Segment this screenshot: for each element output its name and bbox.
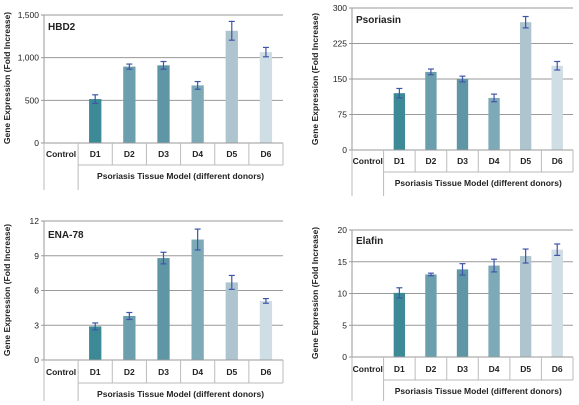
- x-tick-label: D6: [552, 156, 563, 166]
- bar-d5: [519, 22, 532, 151]
- y-tick-label: 3: [34, 320, 39, 330]
- x-tick-label: D1: [394, 156, 405, 166]
- chart-panel-3: 0 3 6 9 12 Control D1 D2 D3 D4 D5 D6 Psoriasis Tissu…: [2, 216, 284, 401]
- x-tick-label: Control: [46, 367, 76, 377]
- bar-d6: [551, 249, 563, 357]
- x-tick-label: D5: [226, 367, 237, 377]
- x-tick-label: D1: [394, 364, 405, 374]
- chart-panel-4: 0 5 10 15 20 Control D1 D2 D3 D4 D5 D6 Psoriasis Tis…: [310, 225, 574, 401]
- bar-d2: [123, 66, 136, 143]
- x-tick-label: D4: [192, 149, 203, 159]
- bar-d5: [225, 30, 238, 143]
- bar-d6: [551, 65, 563, 150]
- chart-title: Elafin: [356, 236, 383, 247]
- bar-d1: [393, 292, 406, 357]
- chart-title: Psoriasin: [356, 15, 401, 26]
- bar-d6: [259, 52, 273, 144]
- x-tick-label: D2: [425, 156, 436, 166]
- y-axis-label: Gene Expression (Fold Increase): [2, 12, 12, 144]
- chart-title: HBD2: [48, 22, 76, 33]
- y-tick-label: 12: [30, 216, 40, 226]
- bar-d4: [191, 239, 204, 360]
- x-tick-label: D4: [489, 156, 500, 166]
- x-tick-label: D3: [457, 364, 468, 374]
- y-axis-label: Gene Expression (Fold Increase): [2, 224, 12, 356]
- x-tick-label: D5: [520, 156, 531, 166]
- y-tick-label: 300: [333, 3, 347, 13]
- bar-d3: [456, 269, 469, 357]
- y-tick-label: 150: [333, 74, 347, 84]
- x-tick-label: D3: [158, 367, 169, 377]
- x-tick-label: D4: [489, 364, 500, 374]
- x-tick-label: D4: [192, 367, 203, 377]
- x-tick-label: D6: [260, 367, 271, 377]
- y-tick-label: 0: [342, 145, 347, 155]
- y-axis-label: Gene Expression (Fold Increase): [310, 227, 320, 359]
- x-tick-label: Control: [353, 156, 383, 166]
- bar-d6: [259, 300, 273, 360]
- bar-d5: [519, 256, 532, 357]
- bar-d3: [157, 258, 170, 360]
- bar-d4: [488, 265, 500, 357]
- y-tick-label: 1,500: [18, 10, 40, 20]
- bar-d4: [191, 85, 204, 143]
- chart-panel-1: 0 500 1,000 1,500 Control D1 D2 D3 D4 D5 D6 Psorias…: [2, 10, 284, 190]
- y-tick-label: 15: [338, 257, 348, 267]
- bar-d3: [456, 79, 469, 150]
- bar-d1: [393, 93, 406, 150]
- bar-d1: [89, 326, 102, 360]
- bar-d3: [157, 65, 170, 143]
- y-tick-label: 5: [342, 320, 347, 330]
- x-axis-label: Psoriasis Tissue Model (different donors…: [395, 178, 562, 188]
- x-tick-label: D3: [158, 149, 169, 159]
- x-tick-label: D6: [552, 364, 563, 374]
- x-axis-label: Psoriasis Tissue Model (different donors…: [97, 171, 264, 181]
- x-tick-label: D5: [520, 364, 531, 374]
- x-tick-label: D2: [124, 367, 135, 377]
- y-axis-label: Gene Expression (Fold Increase): [310, 13, 320, 145]
- bar-d5: [225, 282, 238, 360]
- x-tick-label: D2: [124, 149, 135, 159]
- x-axis-label: Psoriasis Tissue Model (different donors…: [97, 389, 264, 399]
- bar-d2: [123, 315, 136, 360]
- y-tick-label: 20: [338, 225, 348, 235]
- bar-d2: [425, 71, 437, 150]
- x-tick-label: D1: [90, 149, 101, 159]
- y-tick-label: 500: [25, 95, 39, 105]
- bar-d1: [89, 99, 102, 143]
- bar-d2: [425, 274, 437, 357]
- x-tick-label: D3: [457, 156, 468, 166]
- x-tick-label: D5: [226, 149, 237, 159]
- x-axis-label: Psoriasis Tissue Model (different donors…: [395, 386, 562, 396]
- y-tick-label: 0: [342, 352, 347, 362]
- x-tick-label: D6: [260, 149, 271, 159]
- x-tick-label: Control: [353, 364, 383, 374]
- x-tick-label: D2: [425, 364, 436, 374]
- x-tick-label: D1: [90, 367, 101, 377]
- y-tick-label: 0: [34, 355, 39, 365]
- y-tick-label: 75: [338, 110, 348, 120]
- chart-title: ENA-78: [48, 230, 84, 241]
- y-tick-label: 6: [34, 286, 39, 296]
- y-tick-label: 10: [338, 289, 348, 299]
- y-tick-label: 1,000: [18, 53, 40, 63]
- y-tick-label: 0: [34, 138, 39, 148]
- chart-panel-2: 0 75 150 225 300 Control D1 D2 D3 D4 D5 D6 Psoriasis…: [310, 3, 574, 196]
- y-tick-label: 225: [333, 39, 347, 49]
- x-tick-label: Control: [46, 149, 76, 159]
- bar-d4: [488, 97, 500, 150]
- y-tick-label: 9: [34, 251, 39, 261]
